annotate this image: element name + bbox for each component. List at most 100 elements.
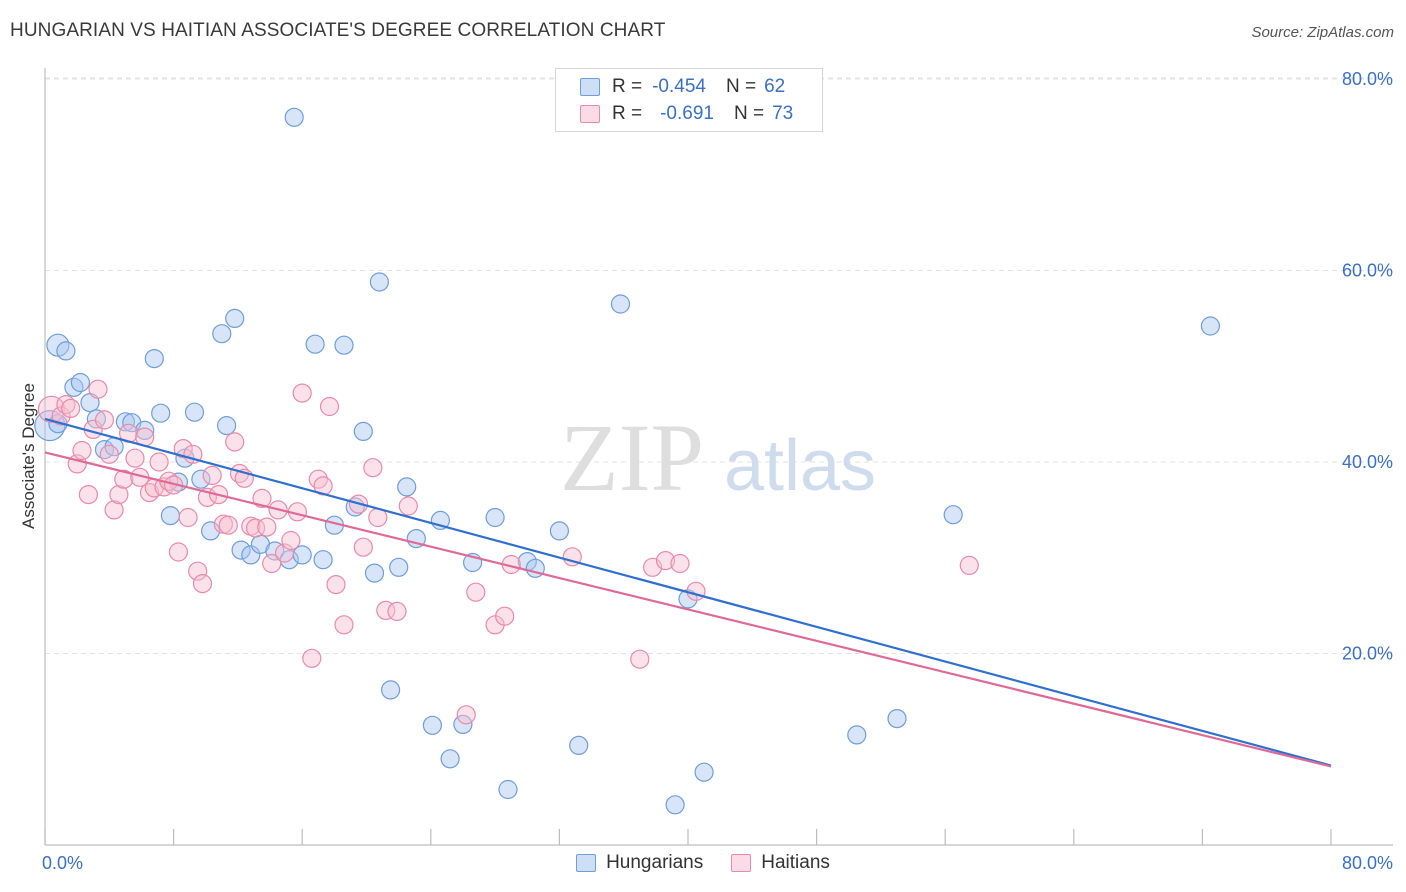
y-tick-label: 60.0%	[1342, 261, 1393, 281]
hungarian-point	[345, 497, 365, 517]
hungarian-point	[422, 715, 442, 735]
haitian-point	[398, 496, 418, 516]
haitian-point	[252, 488, 272, 508]
r-value: -0.691	[660, 103, 714, 124]
hungarian-point	[212, 324, 232, 344]
haitian-point	[114, 469, 134, 489]
hungarian-point	[305, 334, 325, 354]
haitian-point	[72, 440, 92, 461]
haitian-point	[495, 606, 515, 626]
legend-item-hungarians: Hungarians	[576, 852, 703, 874]
hungarian-point	[665, 795, 685, 815]
hungarian-point	[56, 341, 76, 361]
haitian-point	[202, 465, 222, 485]
y-axis-label: Associate's Degree	[19, 383, 38, 529]
legend: Hungarians Haitians	[0, 852, 1406, 874]
hungarian-point	[397, 477, 417, 497]
watermark: ZIP atlas	[560, 404, 876, 511]
haitian-point	[655, 550, 676, 571]
haitian-point	[88, 379, 108, 399]
hungarian-point	[135, 420, 155, 440]
haitian-point	[188, 561, 208, 581]
hungarian-point	[191, 469, 211, 489]
hungarians-legend-swatch	[576, 854, 597, 872]
hungarian-point	[369, 272, 389, 292]
hungarian-point	[610, 294, 631, 314]
hungarian-point	[549, 521, 570, 541]
haitian-point	[125, 448, 145, 468]
legend-item-haitians: Haitians	[731, 852, 830, 874]
hungarian-point	[160, 505, 180, 526]
trend-lines	[44, 417, 1332, 768]
y-tick-label: 40.0%	[1342, 452, 1393, 472]
chart-title: HUNGARIAN VS HAITIAN ASSOCIATE'S DEGREE …	[10, 20, 666, 41]
watermark-atlas: atlas	[724, 426, 876, 506]
y-tick-label: 20.0%	[1342, 644, 1393, 664]
haitian-point	[192, 573, 213, 594]
hungarian-point	[115, 412, 136, 432]
hungarian-point	[144, 349, 164, 369]
haitian-point	[225, 432, 245, 452]
haitian-point	[218, 515, 238, 535]
x-tick-label: 0.0%	[42, 853, 83, 873]
stat-row-hungarians: R = -0.454 N = 62	[556, 74, 785, 100]
hungarians-swatch	[580, 78, 600, 96]
hungarian-point	[498, 779, 518, 800]
haitian-point	[686, 581, 706, 601]
legend-label-hungarians: Hungarians	[606, 852, 704, 873]
hungarian-point	[943, 505, 963, 525]
n-label: N =	[725, 76, 757, 97]
haitian-point	[387, 601, 407, 622]
gridlines	[45, 77, 1393, 654]
hungarian-trend-line	[44, 417, 1332, 767]
hungarian-point	[86, 409, 107, 429]
haitians-swatch	[580, 105, 600, 123]
x-tick-label: 80.0%	[1342, 853, 1393, 873]
hungarian-point	[70, 372, 91, 393]
haitian-point	[94, 410, 115, 430]
haitian-point	[61, 398, 81, 418]
hungarian-point	[217, 416, 237, 436]
haitian-point	[334, 615, 354, 635]
haitian-point	[262, 553, 282, 574]
haitian-point	[274, 543, 295, 563]
y-tick-label: 80.0%	[1342, 69, 1393, 89]
haitian-point	[51, 406, 71, 426]
haitian-point	[292, 383, 312, 403]
haitian-point	[78, 485, 99, 505]
haitian-point	[319, 396, 340, 417]
r-label: R =	[612, 103, 643, 124]
hungarian-point	[231, 540, 251, 560]
stat-row-haitians: R = -0.691 N = 73	[556, 101, 793, 127]
hungarian-point	[440, 749, 460, 769]
hungarian-point	[241, 545, 261, 565]
hungarian-point	[847, 725, 867, 745]
n-value: 73	[772, 103, 794, 124]
hungarian-point	[225, 308, 245, 328]
n-value: 62	[764, 76, 786, 97]
haitian-trend-line	[44, 451, 1332, 768]
watermark-zip: ZIP	[560, 404, 704, 511]
hungarian-point	[364, 563, 385, 583]
stats-box: R = -0.454 N = 62 R = -0.691 N = 73	[555, 68, 823, 132]
hungarian-point	[151, 403, 171, 423]
hungarian-point	[1200, 316, 1221, 336]
haitian-point	[466, 582, 486, 602]
legend-label-haitians: Haitians	[761, 852, 830, 873]
hungarian-point	[353, 421, 373, 441]
haitian-point	[183, 444, 203, 464]
axes	[44, 68, 1393, 846]
haitian-point	[353, 537, 373, 557]
hungarian-point	[334, 335, 354, 355]
haitians-legend-swatch	[731, 854, 752, 872]
haitian-point	[630, 649, 650, 669]
haitian-point	[37, 395, 66, 423]
haitian-point	[456, 705, 476, 725]
haitian-point	[326, 574, 346, 595]
haitian-point	[257, 517, 277, 537]
hungarian-point	[887, 708, 907, 729]
r-value: -0.454	[652, 76, 706, 97]
source-label: Source: ZipAtlas.com	[1251, 24, 1394, 41]
haitian-point	[168, 542, 188, 562]
hungarian-point	[265, 541, 285, 561]
